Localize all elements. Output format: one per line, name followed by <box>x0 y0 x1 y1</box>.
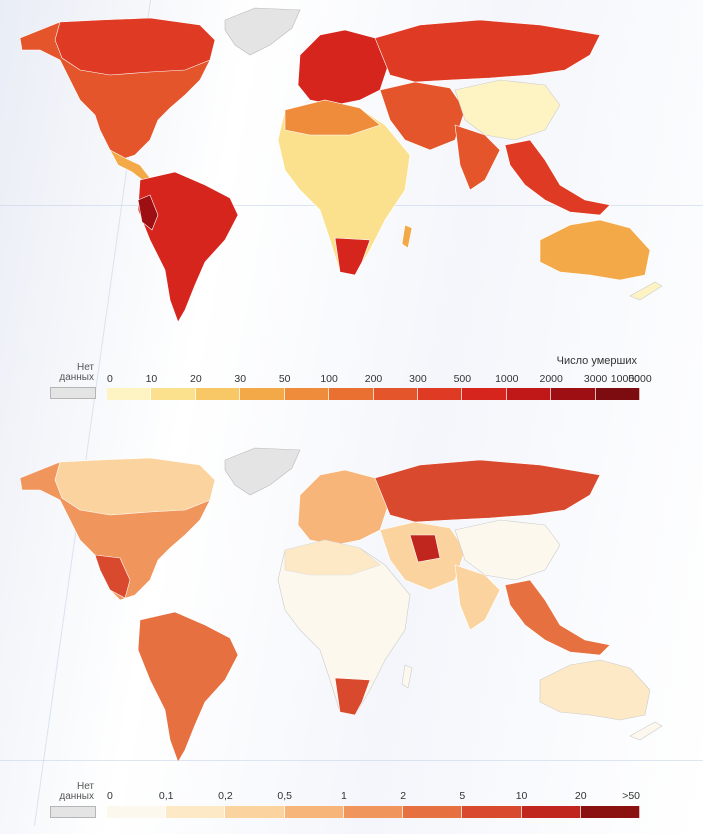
background-line <box>0 760 703 761</box>
region-southeast-asia[interactable] <box>504 579 611 656</box>
region-iran[interactable] <box>409 534 441 563</box>
legend-tick-label: 2000 <box>539 373 563 385</box>
legend-swatch <box>595 388 641 400</box>
legend-tick-label: 1 <box>340 790 347 802</box>
region-peru[interactable] <box>137 194 159 231</box>
region-india[interactable] <box>454 564 501 631</box>
region-southeast-asia[interactable] <box>504 139 611 216</box>
region-india[interactable] <box>454 124 501 191</box>
region-madagascar[interactable] <box>401 664 413 689</box>
legend-tick-label: 1000 <box>495 373 519 385</box>
region-china[interactable] <box>454 519 561 581</box>
legend-ticks: 0 0,1 0,2 0,5 1 2 5 10 20 >50 <box>107 790 640 804</box>
legend-swatch <box>107 388 152 400</box>
legend-rate: Нет данных 0 0,1 0,2 0,5 1 2 5 10 20 >50 <box>0 778 703 828</box>
legend-swatch <box>195 388 241 400</box>
legend-swatch <box>329 388 374 400</box>
no-data-swatch <box>50 806 96 818</box>
legend-tick-label: 300 <box>409 373 427 385</box>
legend-swatch <box>462 806 522 818</box>
legend-swatch <box>403 806 463 818</box>
region-south-america[interactable] <box>137 171 239 323</box>
region-russia[interactable] <box>374 19 601 83</box>
legend-tick-label: 20 <box>189 373 202 385</box>
no-data-label: Нет данных <box>59 362 94 383</box>
legend-color-scale <box>107 388 641 400</box>
region-madagascar[interactable] <box>401 224 413 249</box>
legend-tick-label: >50 <box>622 790 640 802</box>
region-southern-africa[interactable] <box>334 237 371 276</box>
legend-swatch <box>151 388 196 400</box>
legend-tick-label: 30 <box>234 373 247 385</box>
legend-swatch <box>580 806 640 818</box>
legend-tick-label: 5000 <box>628 373 652 385</box>
world-map-deaths <box>0 0 703 340</box>
region-africa[interactable] <box>277 539 411 716</box>
legend-tick-label: 0,2 <box>218 790 233 802</box>
legend-tick-label: 200 <box>364 373 383 385</box>
legend-swatch <box>166 806 226 818</box>
region-mexico[interactable] <box>94 554 131 599</box>
legend-swatch <box>107 806 167 818</box>
legend-tick-label: 20 <box>574 790 587 802</box>
legend-swatch <box>462 388 507 400</box>
region-new-zealand[interactable] <box>629 281 663 301</box>
region-new-zealand[interactable] <box>629 721 663 741</box>
legend-tick-label: 10000 <box>610 373 640 385</box>
region-russia[interactable] <box>374 459 601 523</box>
legend-color-scale <box>107 806 640 818</box>
legend-tick-label: 2 <box>400 790 407 802</box>
region-north-africa[interactable] <box>284 539 381 576</box>
legend-ticks: 0 10 20 30 50 100 200 300 500 1000 2000 3000 5000 100… <box>107 373 652 387</box>
legend-tick-label: 0 <box>107 790 113 802</box>
legend-tick-label: 0,5 <box>277 790 292 802</box>
legend-tick-label: 100 <box>320 373 338 385</box>
legend-deaths: Нет данных Число умерших 0 10 20 30 50 100 200 3… <box>0 355 703 405</box>
legend-swatch <box>225 806 285 818</box>
legend-tick-label: 50 <box>278 373 291 385</box>
no-data-swatch <box>50 387 96 399</box>
legend-tick-label: 5 <box>459 790 466 802</box>
region-canada[interactable] <box>54 17 216 76</box>
legend-swatch <box>506 388 552 400</box>
legend-swatch <box>521 806 581 818</box>
region-middle-east[interactable] <box>379 81 466 151</box>
region-canada[interactable] <box>54 457 216 516</box>
region-south-america[interactable] <box>137 611 239 763</box>
legend-swatch <box>417 388 463 400</box>
region-australia[interactable] <box>539 659 651 721</box>
legend-tick-label: 0,1 <box>158 790 174 802</box>
region-africa[interactable] <box>277 99 411 276</box>
region-north-africa[interactable] <box>284 99 381 136</box>
legend-tick-label: 10 <box>145 373 158 385</box>
legend-swatch <box>284 388 330 400</box>
legend-swatch <box>343 806 404 818</box>
region-china[interactable] <box>454 79 561 141</box>
region-greenland[interactable] <box>224 447 301 496</box>
legend-swatch <box>551 388 596 400</box>
legend-swatch <box>373 388 418 400</box>
world-map-rate <box>0 440 703 770</box>
legend-tick-label: 0 <box>107 373 113 385</box>
legend-tick-label: 3000 <box>583 373 608 385</box>
legend-tick-label: 10 <box>515 790 528 802</box>
region-australia[interactable] <box>539 219 651 281</box>
no-data-label: Нет данных <box>59 781 94 802</box>
legend-swatch <box>240 388 285 400</box>
region-greenland[interactable] <box>224 7 301 56</box>
region-southern-africa[interactable] <box>334 677 371 716</box>
legend-tick-label: 500 <box>453 373 472 385</box>
legend-title: Число умерших <box>556 355 637 367</box>
legend-swatch <box>284 806 344 818</box>
